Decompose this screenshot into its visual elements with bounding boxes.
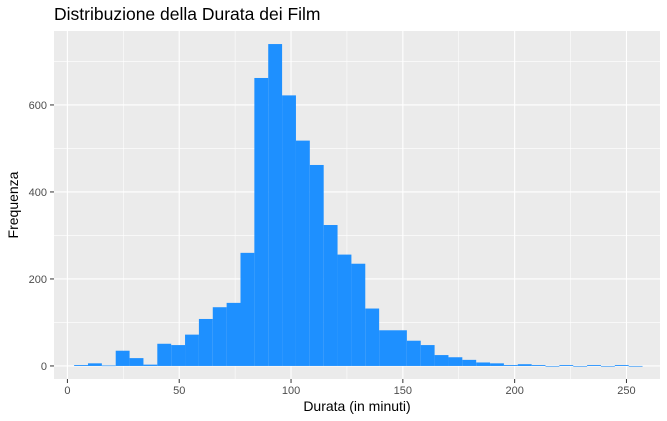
y-axis: 0 200 400 600 — [29, 100, 54, 373]
x-tick-label: 100 — [282, 385, 300, 397]
histogram-bar — [185, 334, 199, 366]
y-tick-label: 400 — [29, 187, 47, 199]
histogram-bar — [476, 362, 491, 366]
histogram-bar — [337, 254, 352, 366]
y-tick-label: 0 — [41, 361, 47, 373]
x-tick-label: 150 — [394, 385, 412, 397]
histogram-bars — [74, 44, 643, 367]
histogram-bar — [87, 363, 102, 366]
histogram-bar — [600, 365, 615, 367]
histogram-bar — [129, 358, 144, 366]
y-tick-label: 600 — [29, 100, 47, 112]
histogram-bar — [171, 345, 186, 366]
histogram-bar — [406, 340, 421, 366]
x-axis: 0 50 100 150 200 250 — [64, 379, 636, 397]
histogram-bar — [531, 365, 546, 366]
y-tick-label: 200 — [29, 274, 47, 286]
histogram-bar — [143, 364, 158, 366]
histogram-bar — [295, 140, 310, 366]
histogram-bar — [545, 365, 560, 367]
histogram-bar — [628, 365, 643, 367]
x-axis-title: Durata (in minuti) — [303, 398, 410, 414]
histogram-bar — [212, 307, 227, 366]
chart-title: Distribuzione della Durata dei Film — [54, 4, 321, 24]
histogram-bar — [490, 363, 504, 366]
histogram-bar — [434, 355, 449, 366]
histogram-bar — [448, 357, 463, 366]
histogram-bar — [101, 365, 116, 367]
histogram-bar — [198, 318, 213, 366]
histogram-bar — [614, 365, 629, 366]
histogram-bar — [323, 225, 338, 366]
histogram-bar — [379, 330, 394, 366]
x-tick-label: 50 — [173, 385, 185, 397]
histogram-bar — [268, 44, 283, 366]
histogram-bar — [351, 263, 366, 366]
histogram-bar — [517, 364, 532, 366]
histogram-bar — [393, 330, 407, 366]
histogram-bar — [282, 95, 296, 366]
histogram-bar — [587, 365, 601, 366]
x-tick-label: 250 — [617, 385, 635, 397]
histogram-bar — [503, 365, 518, 366]
histogram-bar — [74, 365, 88, 366]
histogram-bar — [420, 345, 435, 366]
histogram-bar — [559, 365, 574, 366]
histogram-bar — [309, 164, 324, 366]
histogram-bar — [115, 350, 130, 366]
y-axis-title: Frequenza — [5, 171, 21, 238]
histogram-bar — [365, 308, 380, 366]
histogram-bar — [462, 359, 477, 366]
histogram-bar — [240, 252, 255, 366]
histogram-bar — [157, 343, 172, 366]
x-tick-label: 0 — [64, 385, 70, 397]
histogram-bar — [573, 365, 588, 367]
histogram-bar — [254, 77, 269, 366]
histogram-bar — [226, 302, 241, 366]
x-tick-label: 200 — [505, 385, 523, 397]
